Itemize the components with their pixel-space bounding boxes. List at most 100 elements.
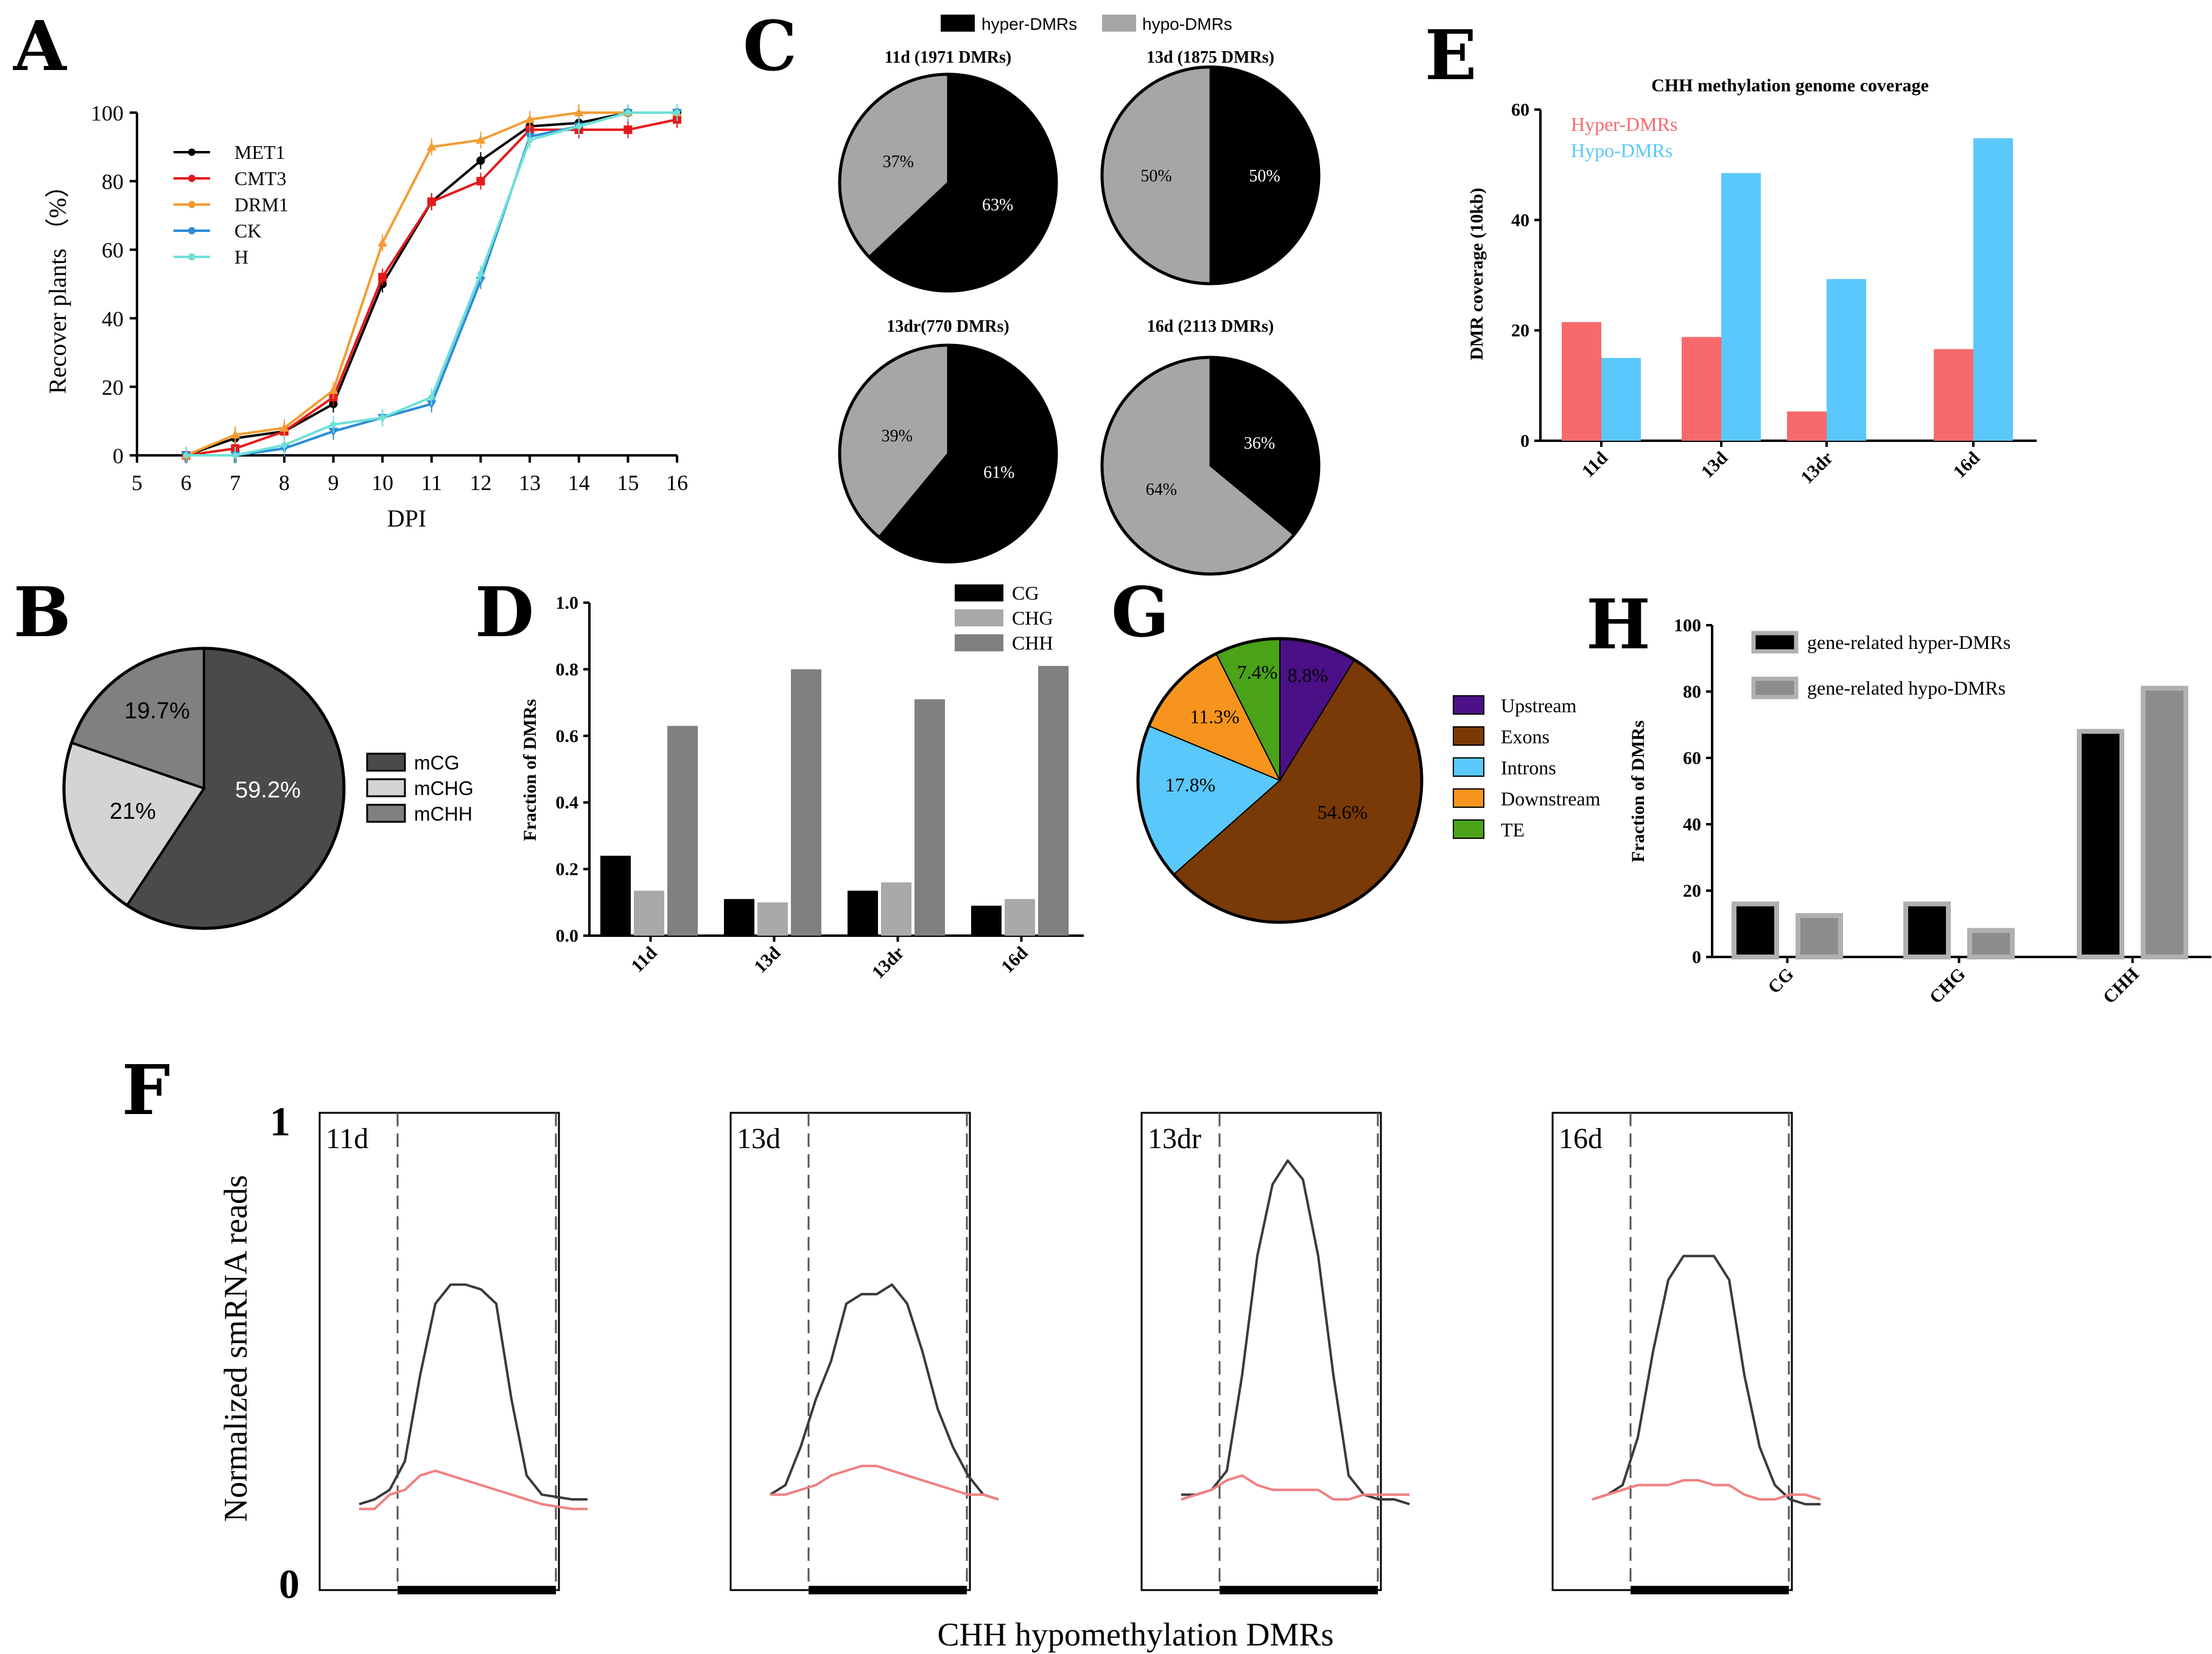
panel-f-ytick-top: 1 bbox=[270, 1098, 290, 1144]
panel-a-point-cmt3 bbox=[378, 273, 387, 281]
panel-g-slice-label-introns: 17.8% bbox=[1165, 774, 1216, 796]
panel-letter-c: C bbox=[743, 7, 797, 86]
panel-d-y-tick-label: 0.6 bbox=[556, 726, 579, 746]
panel-e-legend-hypo-dmrs: Hypo-DMRs bbox=[1571, 139, 1673, 161]
panel-f-line-charts: 1 0 Normalized smRNA reads CHH hypomethy… bbox=[217, 1098, 1821, 1653]
panel-b-legend-mcg: mCG bbox=[414, 752, 460, 774]
panel-a-x-tick-label: 10 bbox=[371, 471, 393, 495]
panel-a-x-tick-label: 12 bbox=[469, 471, 491, 495]
panel-a-y-tick-label: 60 bbox=[102, 238, 124, 262]
panel-d-bar-cg-11d bbox=[600, 856, 631, 936]
panel-c-pie-1: 13d (1875 DMRs)50%50% bbox=[1102, 48, 1319, 284]
panel-g-legend-swatch bbox=[1453, 820, 1484, 838]
panel-e-bar-hypo-dmrs-13dr bbox=[1827, 279, 1866, 441]
panel-e-y-tick-label: 60 bbox=[1511, 100, 1529, 120]
panel-h-bar-chart: 020406080100 CG CHG CHH gene-related hyper… bbox=[1628, 615, 2211, 1007]
panel-g-pie-chart: 8.8%54.6%17.8%11.3%7.4% UpstreamExonsInt… bbox=[1138, 639, 1601, 922]
panel-e-bar-hyper-dmrs-13dr bbox=[1787, 412, 1827, 441]
panel-g-legend-te: TE bbox=[1501, 819, 1525, 841]
panel-b-legend-swatch bbox=[367, 779, 405, 796]
panel-a-legend-met1: MET1 bbox=[234, 141, 286, 163]
panel-g-legend-upstream: Upstream bbox=[1501, 695, 1577, 717]
panel-a-line-chart: 5 6 7 8 9 10 11 12 13 14 15 16 020406080100 MET1CMT… bbox=[44, 101, 688, 532]
panel-a-x-label: DPI bbox=[387, 505, 426, 532]
panel-f-line-black bbox=[1592, 1256, 1821, 1504]
panel-c-pie-charts: hyper-DMRs hypo-DMRs 11d (1971 DMRs) 63% 37… bbox=[840, 15, 1319, 574]
panel-h-legend-hyper: gene-related hyper-DMRs bbox=[1807, 631, 2010, 653]
panel-c-legend-swatch-hypo bbox=[1102, 15, 1136, 32]
panel-h-bar-hyper-chh bbox=[2079, 731, 2122, 957]
panel-d-y-tick-label: 0.2 bbox=[556, 860, 579, 880]
panel-g-legend-swatch bbox=[1453, 789, 1484, 807]
panel-a-legend-cmt3: CMT3 bbox=[234, 167, 286, 189]
panel-g-legend-exons: Exons bbox=[1501, 726, 1550, 748]
panel-a-y-tick-label: 40 bbox=[102, 307, 124, 331]
panel-c-pie-0: 11d (1971 DMRs)63%37% bbox=[840, 48, 1056, 291]
panel-h-legend-hypo: gene-related hypo-DMRs bbox=[1807, 677, 2006, 699]
panel-a-x-tick-label: 9 bbox=[328, 471, 339, 495]
panel-c-slice-label-hyper: 61% bbox=[983, 463, 1014, 482]
panel-d-y-tick-label: 0.8 bbox=[556, 659, 579, 679]
panel-f-line-red bbox=[770, 1466, 999, 1499]
panel-a-x-tick-label: 13 bbox=[519, 471, 541, 495]
panel-h-y-label: Fraction of DMRs bbox=[1628, 720, 1648, 862]
panel-f-subplot-13dr: 13dr bbox=[1142, 1113, 1410, 1590]
panel-d-x-tick-label: 13dr bbox=[868, 943, 908, 983]
panel-letter-e: E bbox=[1425, 16, 1476, 96]
panel-d-y-tick-label: 1.0 bbox=[556, 593, 579, 613]
panel-d-legend-swatch bbox=[955, 609, 1003, 626]
panel-a-y-tick-label: 0 bbox=[113, 444, 124, 468]
panel-f-frame bbox=[1142, 1113, 1381, 1590]
panel-b-slice-label-mchg: 21% bbox=[110, 799, 156, 824]
panel-b-slice-label-mcg: 59.2% bbox=[235, 777, 301, 803]
panel-c-slice-label-hypo: 37% bbox=[883, 153, 914, 172]
panel-d-legend-chg: CHG bbox=[1012, 607, 1053, 629]
panel-c-pie-title: 11d (1971 DMRs) bbox=[885, 48, 1011, 67]
panel-d-x-tick-label: 16d bbox=[997, 942, 1032, 977]
panel-c-legend-swatch-hyper bbox=[941, 15, 975, 32]
panel-c-slice-label-hyper: 50% bbox=[1249, 167, 1280, 186]
panel-c-pie-title: 13dr(770 DMRs) bbox=[887, 317, 1009, 336]
panel-d-y-tick-label: 0.4 bbox=[556, 793, 579, 813]
panel-g-legend-downstream: Downstream bbox=[1501, 788, 1601, 810]
panel-letter-b: B bbox=[13, 573, 71, 653]
panel-a-point-h bbox=[576, 124, 582, 130]
panel-f-subplot-label: 13d bbox=[737, 1123, 781, 1155]
panel-g-slice-label-downstream: 11.3% bbox=[1190, 706, 1239, 727]
panel-d-legend-swatch bbox=[955, 584, 1003, 601]
panel-a-x-tick-label: 14 bbox=[568, 471, 590, 495]
panel-a-point-h bbox=[674, 110, 680, 116]
panel-h-y-tick-label: 0 bbox=[1692, 947, 1701, 967]
panel-h-x-tick-label: CHG bbox=[1926, 964, 1970, 1008]
panel-e-y-tick-label: 40 bbox=[1511, 210, 1529, 230]
panel-a-legend-drm1: DRM1 bbox=[234, 194, 289, 216]
panel-d-bar-chh-16d bbox=[1038, 666, 1069, 936]
panel-d-bar-cg-16d bbox=[971, 906, 1002, 936]
panel-d-bar-chart: 0.0 0.2 0.4 0.6 0.8 1.0 11d 13d 13dr 16d CG CHG CH… bbox=[520, 582, 1084, 983]
panel-f-subplot-13d: 13d bbox=[731, 1113, 999, 1590]
panel-a-legend-marker bbox=[188, 227, 195, 234]
panel-e-y-label: DMR coverage (10kb) bbox=[1467, 187, 1487, 360]
panel-f-frame bbox=[320, 1113, 559, 1590]
panel-h-x-tick-label: CG bbox=[1764, 964, 1797, 998]
panel-h-y-tick-label: 40 bbox=[1683, 815, 1701, 835]
panel-h-legend-swatch bbox=[1754, 633, 1796, 651]
panel-a-x-tick-label: 15 bbox=[617, 471, 639, 495]
panel-f-subplot-11d: 11d bbox=[320, 1113, 588, 1590]
panel-e-bar-hyper-dmrs-11d bbox=[1562, 322, 1601, 441]
panel-d-bar-cg-13dr bbox=[848, 891, 878, 936]
panel-c-slice-label-hypo: 39% bbox=[882, 427, 913, 446]
panel-b-legend-mchh: mCHH bbox=[414, 803, 472, 825]
panel-d-y-label: Fraction of DMRs bbox=[520, 699, 540, 841]
panel-g-legend-introns: Introns bbox=[1501, 757, 1556, 779]
panel-h-y-tick-label: 80 bbox=[1683, 682, 1701, 702]
panel-e-x-tick-label: 13d bbox=[1698, 447, 1732, 482]
panel-a-legend-marker bbox=[188, 253, 195, 261]
panel-d-legend-chh: CHH bbox=[1012, 632, 1053, 654]
panel-a-point-cmt3 bbox=[476, 177, 485, 186]
panel-a-point-h bbox=[281, 442, 287, 448]
panel-h-bar-hyper-chg bbox=[1906, 904, 1948, 957]
panel-a-x-tick-label: 5 bbox=[132, 471, 142, 495]
panel-c-legend-hypo: hypo-DMRs bbox=[1142, 15, 1232, 33]
panel-e-bar-hyper-dmrs-16d bbox=[1934, 349, 1973, 441]
